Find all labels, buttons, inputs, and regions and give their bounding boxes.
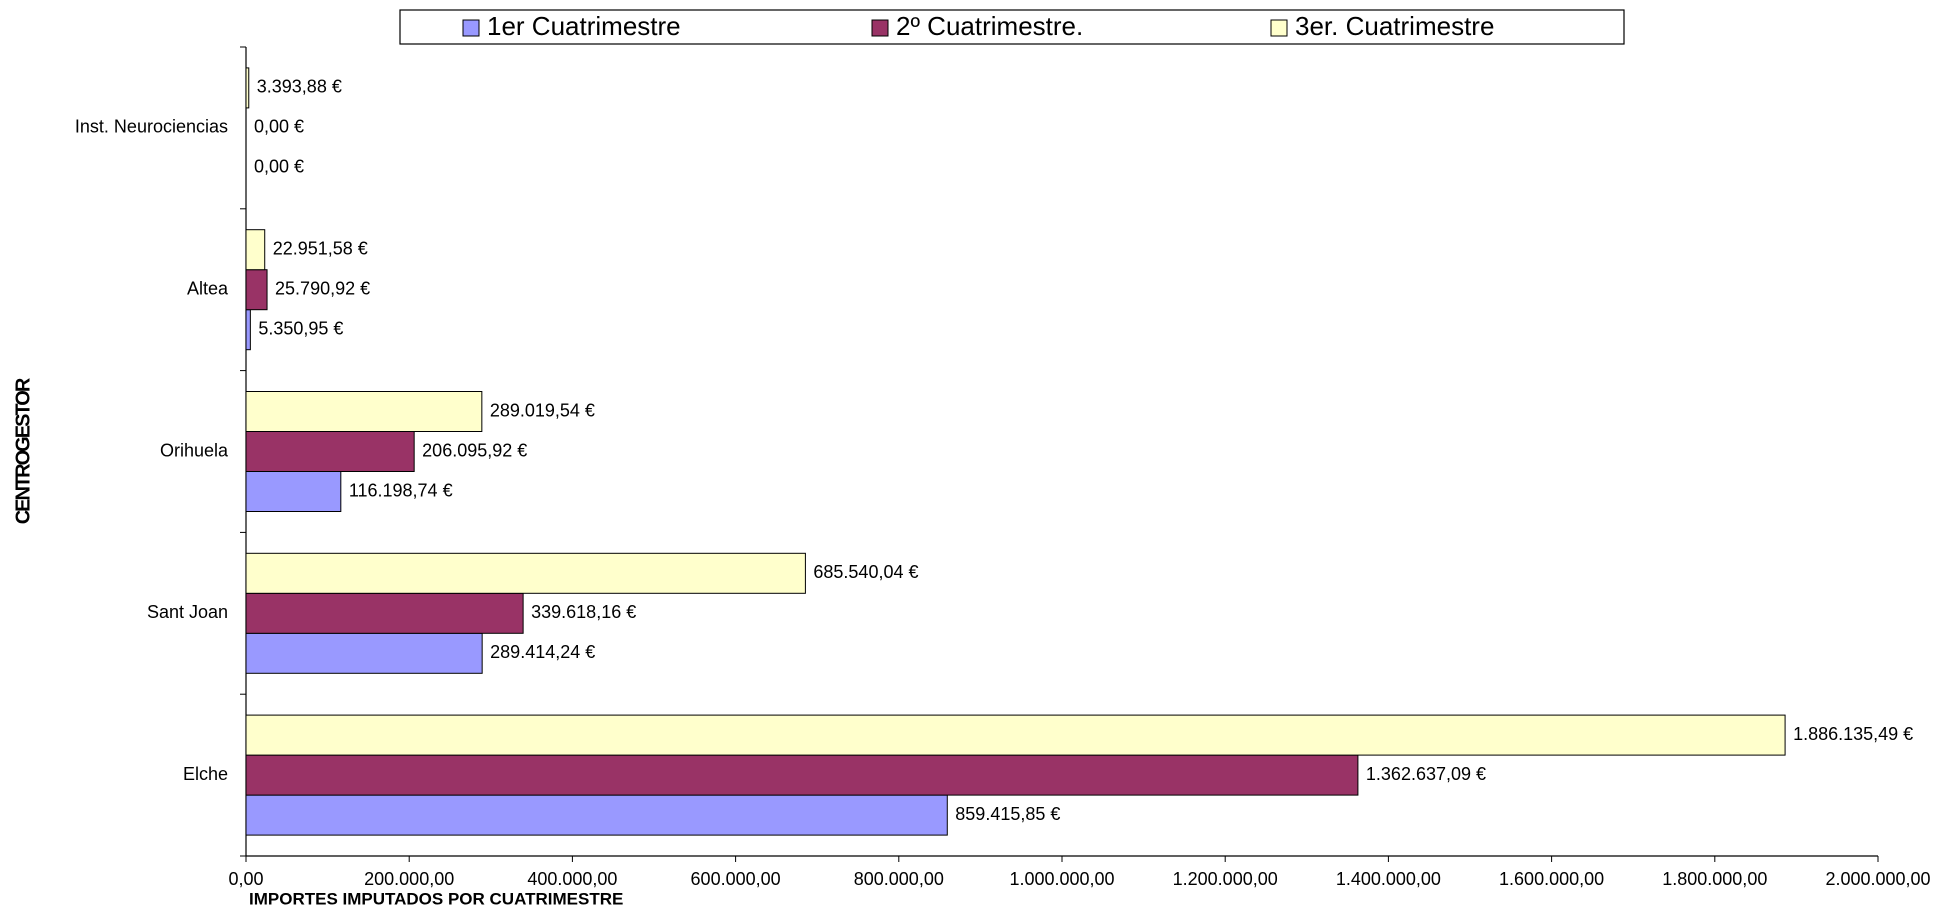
value-label: 116.198,74 € — [349, 480, 453, 500]
legend-swatch — [871, 19, 889, 37]
value-label: 1.362.637,09 € — [1366, 764, 1486, 784]
bar — [245, 431, 415, 472]
value-label: 5.350,95 € — [258, 318, 343, 338]
value-label: 685.540,04 € — [813, 562, 918, 582]
x-tick-label: 600.000,00 — [691, 869, 781, 889]
legend-swatch — [1270, 19, 1288, 37]
y-axis-title: CENTROGESTOR — [12, 377, 34, 524]
x-tick-label: 400.000,00 — [527, 869, 617, 889]
bar — [245, 471, 342, 512]
bar — [245, 391, 483, 432]
x-tick-label: 1.000.000,00 — [1009, 869, 1114, 889]
value-label: 289.019,54 € — [490, 400, 595, 420]
x-tick-label: 200.000,00 — [364, 869, 454, 889]
legend-label: 3er. Cuatrimestre — [1295, 11, 1494, 41]
bar — [245, 229, 266, 271]
bar — [245, 714, 1786, 756]
value-label: 0,00 € — [254, 157, 304, 177]
value-label: 3.393,88 € — [257, 77, 342, 97]
y-tick-label: Elche — [183, 764, 228, 784]
bar — [245, 309, 251, 351]
bar — [245, 592, 524, 634]
bar — [245, 552, 806, 594]
x-tick-label: 2.000.000,00 — [1825, 869, 1930, 889]
x-tick-label: 1.200.000,00 — [1173, 869, 1278, 889]
bar — [245, 269, 268, 311]
bar — [245, 67, 250, 109]
legend-label: 1er Cuatrimestre — [487, 11, 681, 41]
x-tick-label: 0,00 — [228, 869, 263, 889]
y-tick-label: Inst. Neurociencias — [75, 117, 228, 137]
value-label: 289.414,24 € — [490, 642, 595, 662]
legend-label: 2º Cuatrimestre. — [896, 11, 1083, 41]
legend-box — [399, 9, 1625, 45]
x-tick-label: 1.800.000,00 — [1662, 869, 1767, 889]
value-label: 206.095,92 € — [422, 440, 527, 460]
value-label: 1.886.135,49 € — [1793, 724, 1913, 744]
value-label: 859.415,85 € — [955, 804, 1060, 824]
y-tick-label: Orihuela — [160, 440, 229, 460]
y-tick-label: Altea — [187, 278, 229, 298]
x-tick-label: 1.600.000,00 — [1499, 869, 1604, 889]
bar — [245, 632, 483, 674]
x-tick-label: 1.400.000,00 — [1336, 869, 1441, 889]
legend-swatch — [462, 19, 480, 37]
y-tick-label: Sant Joan — [147, 602, 228, 622]
bar — [245, 794, 948, 836]
value-label: 22.951,58 € — [273, 238, 368, 258]
x-axis-title: IMPORTES IMPUTADOS POR CUATRIMESTRE — [249, 889, 623, 908]
value-label: 339.618,16 € — [531, 602, 636, 622]
x-tick-label: 800.000,00 — [854, 869, 944, 889]
bar — [245, 754, 1359, 796]
value-label: 25.790,92 € — [275, 278, 370, 298]
value-label: 0,00 € — [254, 117, 304, 137]
